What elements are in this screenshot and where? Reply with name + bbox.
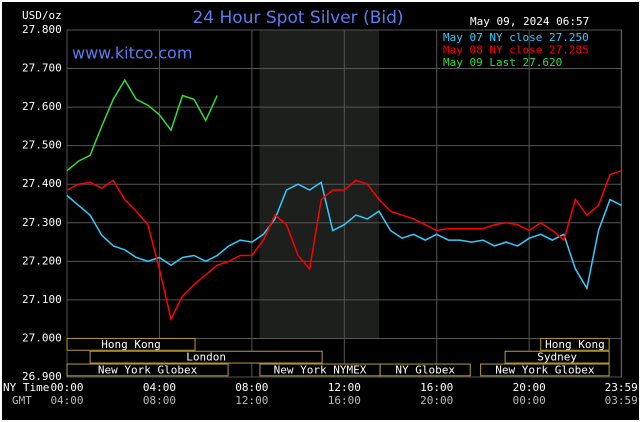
session-box xyxy=(480,363,610,377)
session-box xyxy=(504,350,610,364)
session-label: NY Globex xyxy=(395,363,455,376)
session-label: Sydney xyxy=(537,351,577,364)
y-tick-label: 27.500 xyxy=(22,139,62,152)
session-label: London xyxy=(186,351,226,364)
x2-tick-label: 00:00 xyxy=(513,394,546,407)
x2-tick-label: 03:59 xyxy=(605,394,638,407)
session-label: New York Globex xyxy=(98,363,198,376)
legend-entry: May 08 NY close 27.285 xyxy=(443,44,589,57)
timestamp: May 09, 2024 06:57 xyxy=(470,15,589,28)
y-tick-label: 27.800 xyxy=(22,23,62,36)
website: www.kitco.com xyxy=(72,44,192,63)
series-line xyxy=(66,169,622,322)
x-tick-label: 08:00 xyxy=(235,381,268,394)
session-box xyxy=(89,350,323,364)
x-tick-label: 00:00 xyxy=(50,381,83,394)
y-tick-label: 27.700 xyxy=(22,62,62,75)
session-label: Hong Kong xyxy=(545,338,605,351)
session-box xyxy=(379,363,471,377)
series-line xyxy=(66,78,218,172)
x-tick-label: 16:00 xyxy=(420,381,453,394)
x-axis-label: NY Time xyxy=(3,381,49,394)
x-tick-label: 23:59 xyxy=(605,381,638,394)
y-unit: USD/oz xyxy=(22,9,62,22)
x2-tick-label: 16:00 xyxy=(328,394,361,407)
legend-entry: May 07 NY close 27.250 xyxy=(443,31,589,44)
series-line xyxy=(66,181,622,291)
x2-tick-label: 04:00 xyxy=(50,394,83,407)
x-tick-label: 20:00 xyxy=(513,381,546,394)
y-tick-label: 27.600 xyxy=(22,100,62,113)
session-label: Hong Kong xyxy=(101,338,161,351)
session-box xyxy=(540,337,610,351)
x2-tick-label: 20:00 xyxy=(420,394,453,407)
x2-tick-label: 12:00 xyxy=(235,394,268,407)
y-tick-label: 27.200 xyxy=(22,254,62,267)
y-tick-label: 27.300 xyxy=(22,216,62,229)
y-tick-label: 26.900 xyxy=(22,370,62,383)
legend-entry: May 09 Last 27.620 xyxy=(443,56,562,69)
session-label: New York NYMEX xyxy=(274,363,367,376)
session-box xyxy=(66,363,229,377)
x-tick-label: 12:00 xyxy=(328,381,361,394)
session-box xyxy=(66,337,196,351)
session-label: New York Globex xyxy=(495,363,595,376)
x-tick-label: 04:00 xyxy=(143,381,176,394)
y-tick-label: 27.000 xyxy=(22,331,62,344)
legend-swatch xyxy=(440,31,441,69)
y-tick-label: 27.400 xyxy=(22,177,62,190)
y-tick-label: 27.100 xyxy=(22,293,62,306)
x2-axis-label: GMT xyxy=(12,394,32,407)
chart-title: 24 Hour Spot Silver (Bid) xyxy=(192,8,403,28)
x2-tick-label: 08:00 xyxy=(143,394,176,407)
